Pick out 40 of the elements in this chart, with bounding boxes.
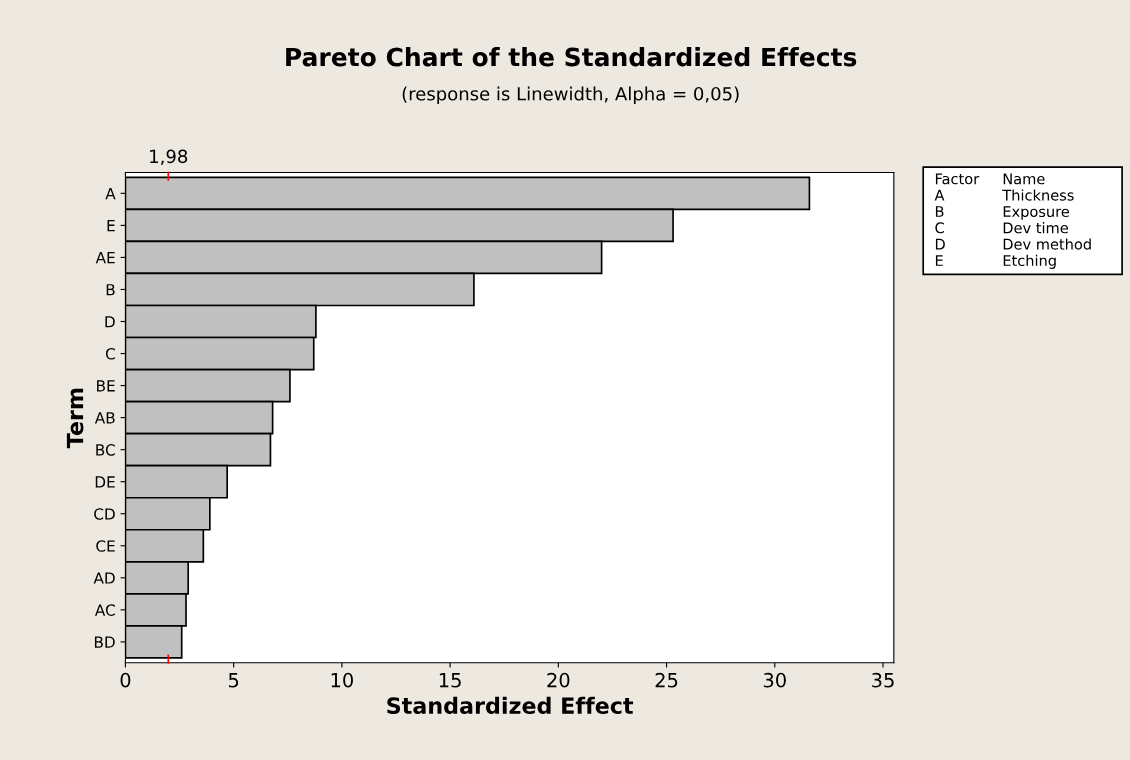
x-tick-label: 30 xyxy=(763,672,786,688)
text: Dev time xyxy=(1003,222,1068,234)
y-tick-label: A xyxy=(105,188,116,200)
y-tick-label: AD xyxy=(93,572,115,584)
x-tick-label: 10 xyxy=(331,672,353,688)
y-tick-label: BD xyxy=(94,636,115,648)
text: Name xyxy=(1003,173,1045,185)
text: Exposure xyxy=(1003,206,1070,220)
text: A xyxy=(934,189,945,201)
text: E xyxy=(935,255,943,266)
chart-title: Pareto Chart of the Standardized Effects xyxy=(286,47,857,67)
x-tick-label: 0 xyxy=(120,672,131,688)
y-tick-label: AC xyxy=(94,604,115,616)
x-tick-label: 5 xyxy=(228,673,239,688)
y-tick-label: CE xyxy=(96,540,115,552)
text: D xyxy=(935,238,945,250)
x-tick-label: 25 xyxy=(655,672,678,688)
y-tick-label: DE xyxy=(95,476,115,488)
y-tick-label: AE xyxy=(95,252,115,264)
x-tick-label: 15 xyxy=(439,673,461,688)
y-tick-label: AB xyxy=(94,412,115,424)
chart-subtitle: (response is Linewidth, Alpha = 0,05) xyxy=(402,86,739,105)
y-tick-label: BE xyxy=(97,380,115,392)
x-axis-title: Standardized Effect xyxy=(387,696,634,715)
text: Factor xyxy=(935,173,980,185)
y-tick-label: B xyxy=(106,284,115,296)
text: C xyxy=(935,222,944,234)
text: B xyxy=(935,206,944,217)
y-tick-label: D xyxy=(105,316,115,328)
x-tick-label: 35 xyxy=(872,672,894,688)
text: Thickness xyxy=(1002,189,1074,201)
x-tick-label: 20 xyxy=(547,672,570,688)
text: Etching xyxy=(1003,254,1056,269)
text: Dev method xyxy=(1003,238,1091,250)
ref-line-label: 1,98 xyxy=(150,149,188,165)
y-tick-label: E xyxy=(107,220,115,232)
y-axis-title: Term xyxy=(66,388,84,449)
y-tick-label: BC xyxy=(96,444,115,456)
y-tick-label: C xyxy=(105,348,115,360)
y-tick-label: CD xyxy=(94,508,115,520)
